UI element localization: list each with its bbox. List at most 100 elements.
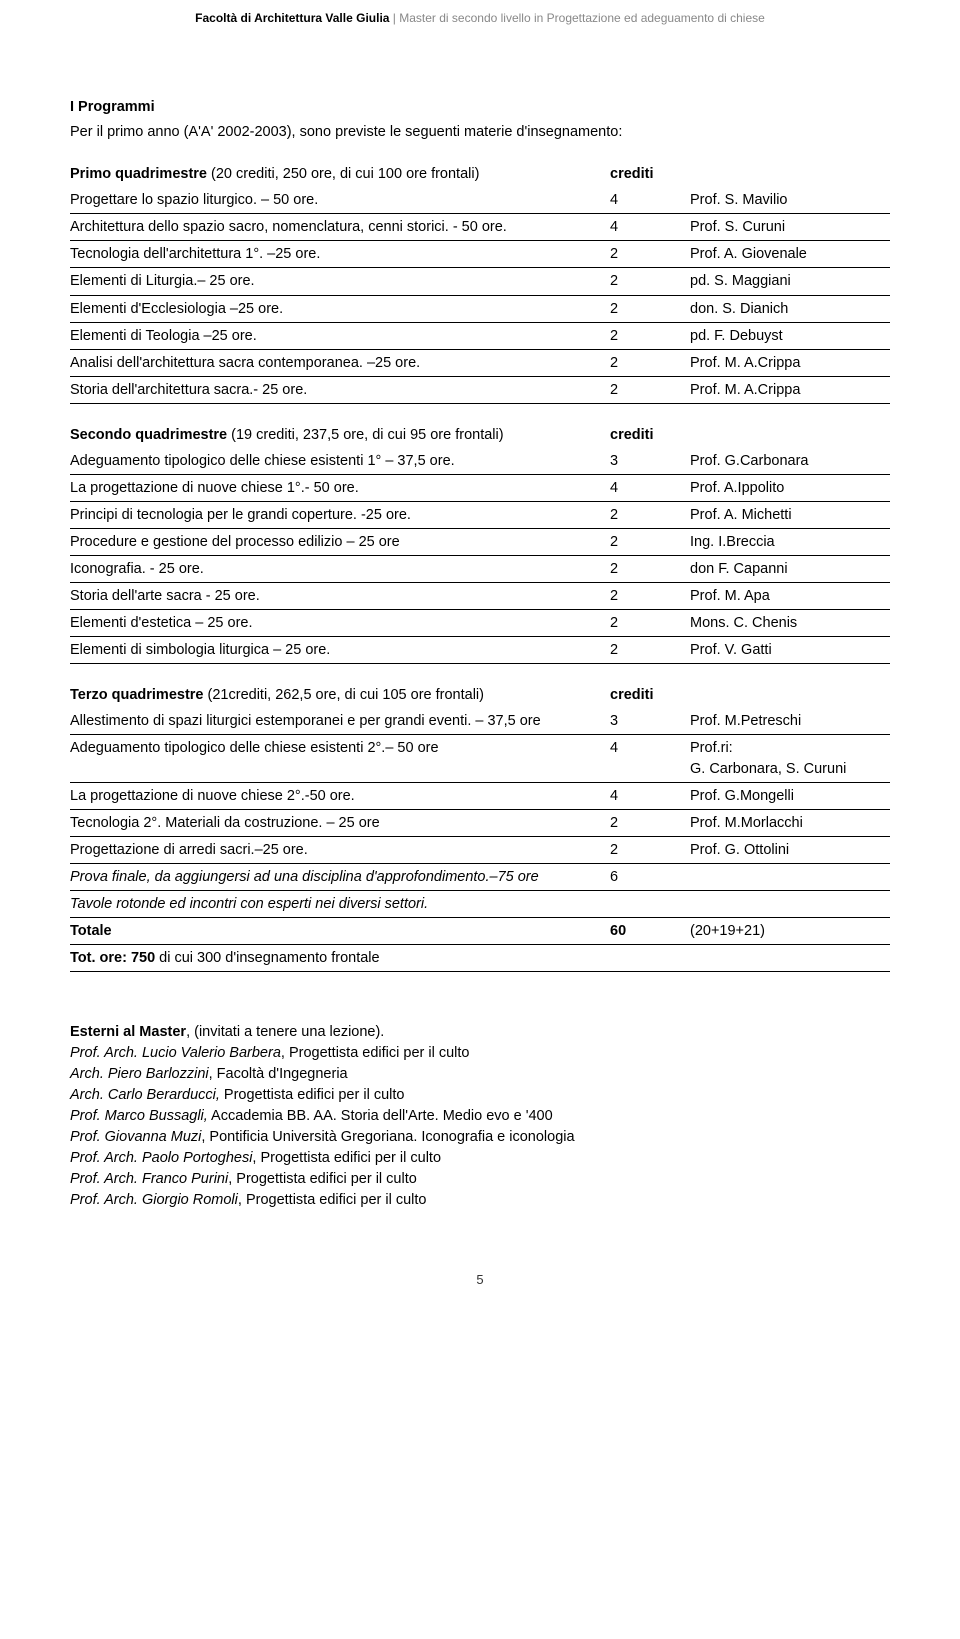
teacher-cell: Prof. G.Mongelli — [690, 786, 890, 807]
q3-header-detail: (21crediti, 262,5 ore, di cui 105 ore fr… — [204, 687, 484, 703]
external-line: Arch. Piero Barlozzini, Facoltà d'Ingegn… — [70, 1064, 890, 1085]
teacher-cell — [690, 867, 890, 888]
table-row: Architettura dello spazio sacro, nomencl… — [70, 214, 890, 241]
external-role: , Progettista edifici per il culto — [238, 1192, 427, 1208]
teacher-cell: don. S. Dianich — [690, 299, 890, 320]
course-cell: Procedure e gestione del processo ediliz… — [70, 532, 610, 553]
page: Facoltà di Architettura Valle Giulia | M… — [70, 0, 890, 1330]
course-cell: Progettare lo spazio liturgico. – 50 ore… — [70, 190, 610, 211]
course-cell: La progettazione di nuove chiese 2°.-50 … — [70, 786, 610, 807]
q2-block: Secondo quadrimestre (19 crediti, 237,5 … — [70, 422, 890, 664]
external-line: Arch. Carlo Berarducci, Progettista edif… — [70, 1085, 890, 1106]
credits-cell: 4 — [610, 190, 690, 211]
table-row: Elementi d'estetica – 25 ore.2Mons. C. C… — [70, 610, 890, 637]
external-role: , Pontificia Università Gregoriana. Icon… — [201, 1129, 574, 1145]
course-cell: Progettazione di arredi sacri.–25 ore. — [70, 840, 610, 861]
q1-header-detail: (20 crediti, 250 ore, di cui 100 ore fro… — [207, 166, 479, 182]
external-name: Prof. Arch. Paolo Portoghesi — [70, 1150, 252, 1166]
teacher-cell: Prof. A. Giovenale — [690, 244, 890, 265]
q1-header-credits: crediti — [610, 164, 690, 185]
teacher-cell: pd. S. Maggiani — [690, 271, 890, 292]
external-name: Prof. Arch. Giorgio Romoli — [70, 1192, 238, 1208]
teacher-cell: Ing. I.Breccia — [690, 532, 890, 553]
course-cell: Elementi d'Ecclesiologia –25 ore. — [70, 299, 610, 320]
intro-text: Per il primo anno (A'A' 2002-2003), sono… — [70, 122, 890, 143]
teacher-cell: Prof. V. Gatti — [690, 640, 890, 661]
q1-rows: Progettare lo spazio liturgico. – 50 ore… — [70, 187, 890, 403]
credits-cell: 2 — [610, 813, 690, 834]
credits-cell: 3 — [610, 711, 690, 732]
credits-cell: 4 — [610, 738, 690, 780]
credits-cell: 4 — [610, 786, 690, 807]
external-role: Progettista edifici per il culto — [220, 1087, 405, 1103]
page-number: 5 — [70, 1271, 890, 1290]
q3-header-credits: crediti — [610, 685, 690, 706]
q3-totale-credits: 60 — [610, 921, 690, 942]
teacher-cell: Prof. A. Michetti — [690, 505, 890, 526]
table-row: Principi di tecnologia per le grandi cop… — [70, 502, 890, 529]
teacher-cell: Prof. M. Apa — [690, 586, 890, 607]
table-row: Iconografia. - 25 ore.2don F. Capanni — [70, 556, 890, 583]
external-line: Prof. Arch. Franco Purini, Progettista e… — [70, 1169, 890, 1190]
intro-title: I Programmi — [70, 97, 890, 118]
q2-header-detail: (19 crediti, 237,5 ore, di cui 95 ore fr… — [227, 427, 503, 443]
q3-totore-rest: di cui 300 d'insegnamento frontale — [155, 950, 379, 966]
teacher-cell: Prof. M. A.Crippa — [690, 353, 890, 374]
table-row: La progettazione di nuove chiese 2°.-50 … — [70, 783, 890, 810]
credits-cell — [610, 894, 690, 915]
external-title: Esterni al Master, (invitati a tenere un… — [70, 1022, 890, 1043]
header-faculty: Facoltà di Architettura Valle Giulia — [195, 11, 389, 25]
table-row: Tavole rotonde ed incontri con esperti n… — [70, 891, 890, 918]
table-row: La progettazione di nuove chiese 1°.- 50… — [70, 475, 890, 502]
intro-block: I Programmi Per il primo anno (A'A' 2002… — [70, 97, 890, 143]
external-role: , Progettista edifici per il culto — [281, 1045, 470, 1061]
teacher-cell: Prof. S. Curuni — [690, 217, 890, 238]
teacher-cell: Prof. G. Ottolini — [690, 840, 890, 861]
external-name: Arch. Piero Barlozzini — [70, 1066, 209, 1082]
teacher-cell — [690, 894, 890, 915]
teacher-cell: Prof. A.Ippolito — [690, 478, 890, 499]
external-block: Esterni al Master, (invitati a tenere un… — [70, 1022, 890, 1211]
table-row: Procedure e gestione del processo ediliz… — [70, 529, 890, 556]
course-cell: Architettura dello spazio sacro, nomencl… — [70, 217, 610, 238]
q3-rows: Allestimento di spazi liturgici estempor… — [70, 708, 890, 918]
q2-header-row: Secondo quadrimestre (19 crediti, 237,5 … — [70, 422, 890, 448]
credits-cell: 2 — [610, 326, 690, 347]
credits-cell: 2 — [610, 271, 690, 292]
course-cell: Adeguamento tipologico delle chiese esis… — [70, 738, 610, 780]
external-role: , Progettista edifici per il culto — [228, 1171, 417, 1187]
q1-header-teacher — [690, 164, 890, 185]
external-line: Prof. Marco Bussagli, Accademia BB. AA. … — [70, 1106, 890, 1127]
q3-header-course: Terzo quadrimestre (21crediti, 262,5 ore… — [70, 685, 610, 706]
q2-rows: Adeguamento tipologico delle chiese esis… — [70, 448, 890, 664]
q3-totale-row: Totale 60 (20+19+21) — [70, 918, 890, 945]
header-subtitle: | Master di secondo livello in Progettaz… — [389, 11, 764, 25]
teacher-cell: Prof.ri: G. Carbonara, S. Curuni — [690, 738, 890, 780]
credits-cell: 2 — [610, 586, 690, 607]
external-role: , Progettista edifici per il culto — [252, 1150, 441, 1166]
course-cell: Elementi di Teologia –25 ore. — [70, 326, 610, 347]
table-row: Storia dell'arte sacra - 25 ore.2Prof. M… — [70, 583, 890, 610]
teacher-cell: Mons. C. Chenis — [690, 613, 890, 634]
credits-cell: 2 — [610, 613, 690, 634]
credits-cell: 2 — [610, 840, 690, 861]
table-row: Tecnologia dell'architettura 1°. –25 ore… — [70, 241, 890, 268]
table-row: Adeguamento tipologico delle chiese esis… — [70, 448, 890, 475]
page-header: Facoltà di Architettura Valle Giulia | M… — [70, 10, 890, 27]
course-cell: Storia dell'architettura sacra.- 25 ore. — [70, 380, 610, 401]
external-title-rest: , (invitati a tenere una lezione). — [186, 1024, 384, 1040]
table-row: Progettazione di arredi sacri.–25 ore.2P… — [70, 837, 890, 864]
q2-header-course: Secondo quadrimestre (19 crediti, 237,5 … — [70, 425, 610, 446]
table-row: Storia dell'architettura sacra.- 25 ore.… — [70, 377, 890, 404]
credits-cell: 2 — [610, 353, 690, 374]
credits-cell: 2 — [610, 244, 690, 265]
table-row: Elementi di Liturgia.– 25 ore.2pd. S. Ma… — [70, 268, 890, 295]
teacher-cell: Prof. S. Mavilio — [690, 190, 890, 211]
course-cell: Elementi d'estetica – 25 ore. — [70, 613, 610, 634]
credits-cell: 3 — [610, 451, 690, 472]
external-name: Prof. Marco Bussagli, — [70, 1108, 208, 1124]
q3-totore-row: Tot. ore: 750 di cui 300 d'insegnamento … — [70, 945, 890, 972]
teacher-cell: Prof. G.Carbonara — [690, 451, 890, 472]
q3-header-teacher — [690, 685, 890, 706]
credits-cell: 2 — [610, 299, 690, 320]
